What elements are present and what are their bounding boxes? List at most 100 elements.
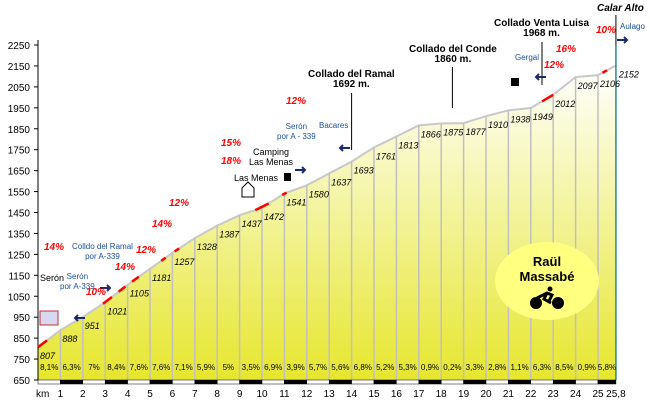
y-tick-label: 750 xyxy=(13,355,30,366)
elevation-label: 2012 xyxy=(554,99,575,109)
x-tick-label: 12 xyxy=(301,389,313,400)
steep-label: 10% xyxy=(86,287,107,298)
y-tick-label: 1050 xyxy=(8,292,31,303)
elevation-label: 951 xyxy=(85,321,100,331)
gradient-label: 2,8% xyxy=(488,363,506,372)
gradient-label: 6,3% xyxy=(533,363,551,372)
steep-label: 12% xyxy=(286,96,307,107)
x-tick-label: 9 xyxy=(237,389,243,400)
steep-label: 18% xyxy=(221,156,242,167)
gradient-label: 7% xyxy=(88,363,100,372)
steep-section xyxy=(541,93,554,103)
hut-icon xyxy=(511,78,519,86)
x-tick-label: 1 xyxy=(58,389,64,400)
km-stripe xyxy=(552,379,576,385)
author-logo: Raül Massabé xyxy=(495,242,599,320)
km-stripe xyxy=(508,379,532,385)
gradient-label: 3,3% xyxy=(466,363,484,372)
x-tick-label: 21 xyxy=(503,389,515,400)
elevation-label: 1580 xyxy=(309,189,329,199)
elevation-label: 1541 xyxy=(286,197,306,207)
gradient-label: 5,8% xyxy=(598,363,616,372)
elevation-label: 1328 xyxy=(197,242,217,252)
x-tick-label: 3 xyxy=(102,389,108,400)
gradient-label: 0,9% xyxy=(421,363,439,372)
place-label-bacares: Bacares xyxy=(319,121,349,130)
gradient-label: 7,6% xyxy=(130,363,148,372)
elevation-label: 1866 xyxy=(421,129,441,139)
x-tick-label: 2 xyxy=(80,389,86,400)
steep-label: 15% xyxy=(221,138,242,149)
steep-section xyxy=(254,202,270,212)
arrow-right-icon xyxy=(617,36,629,44)
gradient-label: 0,9% xyxy=(578,363,596,372)
km-stripe xyxy=(530,379,554,385)
profile-area xyxy=(38,65,616,381)
y-tick-label: 2150 xyxy=(8,62,31,73)
km-stripe xyxy=(60,379,84,385)
x-tick-label: 16 xyxy=(391,389,403,400)
km-stripe xyxy=(351,379,375,385)
x-tick-label: 25,8 xyxy=(606,389,626,400)
gradient-label: 6,3% xyxy=(62,363,80,372)
steep-label: 14% xyxy=(44,242,65,253)
gradient-label: 5% xyxy=(223,363,235,372)
x-tick-label: 20 xyxy=(480,389,492,400)
y-tick-label: 850 xyxy=(13,334,30,345)
km-stripe xyxy=(418,379,442,385)
steep-section xyxy=(102,296,113,305)
x-tick-label: 6 xyxy=(170,389,176,400)
place-label-seron-a339: Serón por A-339 xyxy=(60,272,95,291)
steep-section xyxy=(37,339,48,349)
y-tick-label: 1350 xyxy=(8,229,31,240)
y-tick-label: 1550 xyxy=(8,188,31,199)
elevation-label: 1637 xyxy=(331,177,352,187)
elevation-label: 2097 xyxy=(577,81,599,91)
place-label-colldo-ramal: Colldo del Ramal por A-339 xyxy=(72,242,133,261)
gradient-label: 3,5% xyxy=(242,363,260,372)
km-stripe xyxy=(306,379,330,385)
gradient-label: 1,1% xyxy=(510,363,528,372)
gradient-label: 7,1% xyxy=(174,363,192,372)
steep-label: 12% xyxy=(169,198,190,209)
y-tick-label: 2250 xyxy=(8,41,31,52)
km-stripe xyxy=(597,379,617,385)
km-stripe xyxy=(239,379,263,385)
x-tick-label: 18 xyxy=(436,389,448,400)
km-stripe xyxy=(328,379,352,385)
km-stripe xyxy=(440,379,464,385)
place-label-camping: Camping Las Menas xyxy=(249,147,294,167)
arrow-right-icon xyxy=(295,166,307,174)
x-tick-label: 23 xyxy=(548,389,560,400)
x-tick-label: 11 xyxy=(279,389,290,400)
elevation-label: 1938 xyxy=(510,114,530,124)
km-stripe xyxy=(37,379,61,385)
summit-label: Calar Alto xyxy=(597,3,644,14)
y-tick-label: 1750 xyxy=(8,146,31,157)
y-tick-label: 1850 xyxy=(8,125,31,136)
gradient-label: 5,7% xyxy=(309,363,327,372)
elevation-label: 2152 xyxy=(618,70,639,80)
x-tick-label: 24 xyxy=(570,389,582,400)
elevation-label: 1021 xyxy=(107,306,127,316)
arrow-left-icon xyxy=(338,144,350,152)
km-stripe xyxy=(485,379,509,385)
gradient-label: 3,9% xyxy=(286,363,304,372)
y-tick-label: 950 xyxy=(13,313,30,324)
km-stripe xyxy=(194,379,218,385)
church-icon xyxy=(241,181,255,198)
elevation-label: 1437 xyxy=(242,219,263,229)
gradient-label: 5,2% xyxy=(376,363,394,372)
gradient-label: 7,6% xyxy=(152,363,170,372)
x-tick-label: 22 xyxy=(525,389,537,400)
elevation-label: 1181 xyxy=(152,273,171,283)
elevation-label: 1761 xyxy=(376,151,396,161)
arrow-left-icon xyxy=(73,314,85,322)
km-stripe xyxy=(127,379,151,385)
km-stripe xyxy=(149,379,173,385)
km-stripe xyxy=(373,379,397,385)
km-stripe xyxy=(216,379,240,385)
steep-label: 14% xyxy=(152,219,173,230)
pass-label-conde: Collado del Conde 1860 m. xyxy=(409,44,497,65)
